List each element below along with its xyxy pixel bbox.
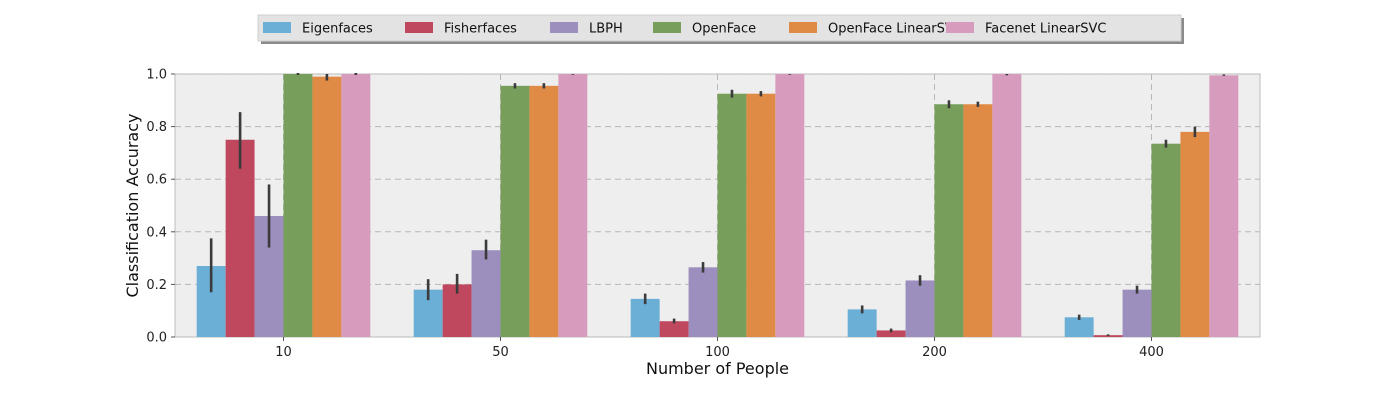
x-tick-label: 10 — [275, 345, 292, 360]
bar — [1209, 75, 1239, 337]
bar — [905, 280, 935, 337]
y-tick-label: 0.0 — [146, 331, 167, 346]
legend-label: LBPH — [589, 22, 623, 37]
bar — [1093, 335, 1123, 337]
bar — [688, 267, 718, 337]
bar — [312, 76, 342, 337]
legend-label: Fisherfaces — [444, 22, 517, 37]
legend-swatch — [653, 22, 681, 33]
bar — [1151, 143, 1181, 337]
legend: Eigenfaces Fisherfaces LBPH OpenFace OpenFac… — [257, 14, 1184, 44]
bar — [529, 85, 559, 338]
bar — [225, 139, 255, 337]
legend-swatch — [946, 22, 974, 33]
y-tick-label: 0.6 — [146, 173, 167, 188]
y-axis-ticks: 0.0 0.2 0.4 0.6 0.8 1.0 — [146, 68, 175, 346]
legend-swatch — [550, 22, 578, 33]
legend-label: OpenFace — [692, 22, 756, 37]
x-tick-label: 100 — [705, 345, 730, 360]
bar — [934, 104, 964, 338]
bar — [558, 74, 588, 337]
y-tick-label: 1.0 — [146, 68, 167, 83]
error-bars — [209, 73, 1226, 336]
bar — [283, 74, 313, 337]
y-tick-label: 0.4 — [146, 225, 167, 240]
x-tick-label: 50 — [492, 345, 509, 360]
bar — [746, 93, 776, 337]
x-tick-label: 400 — [1139, 345, 1164, 360]
bar — [963, 104, 993, 338]
y-axis-label: Classification Accuracy — [123, 114, 142, 298]
bar — [341, 74, 371, 337]
legend-swatch — [405, 22, 433, 33]
bar — [1122, 289, 1152, 337]
bar — [500, 85, 530, 338]
bar — [876, 330, 906, 337]
bar — [630, 298, 660, 337]
bar — [471, 250, 501, 337]
x-axis-ticks: 10 50 100 200 400 — [275, 337, 1164, 360]
bar — [1064, 317, 1094, 337]
bar — [659, 321, 689, 337]
legend-label: Eigenfaces — [302, 22, 373, 37]
legend-swatch — [263, 22, 291, 33]
bar — [717, 93, 747, 337]
x-tick-label: 200 — [922, 345, 947, 360]
bar — [775, 74, 805, 337]
legend-label: OpenFace LinearSVC — [828, 22, 963, 37]
legend-swatch — [789, 22, 817, 33]
legend-label: Facenet LinearSVC — [985, 22, 1107, 37]
bar — [1180, 131, 1210, 337]
x-axis-label: Number of People — [646, 359, 789, 378]
bar — [847, 309, 877, 337]
y-tick-label: 0.2 — [146, 278, 167, 293]
y-tick-label: 0.8 — [146, 120, 167, 135]
bar — [992, 74, 1022, 337]
